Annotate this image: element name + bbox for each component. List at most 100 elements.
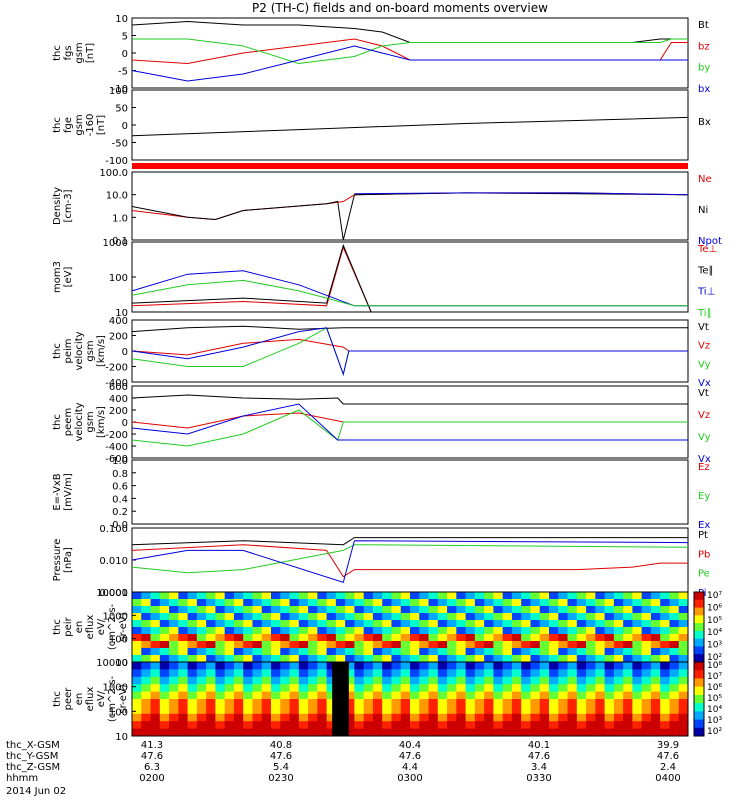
y-tick-label: 100 xyxy=(109,86,128,97)
y-axis-label: thc xyxy=(52,343,63,359)
spectrogram-cell xyxy=(650,706,661,715)
spectrogram-cell xyxy=(261,592,272,600)
spectrogram-cell xyxy=(400,620,411,628)
spectrogram-cell xyxy=(363,627,374,635)
spectrogram-cell xyxy=(613,648,624,656)
spectrogram-cell xyxy=(187,676,198,685)
spectrogram-cell xyxy=(326,613,337,621)
spectrogram-cell xyxy=(558,713,569,722)
series-line-Vx xyxy=(131,403,688,441)
spectrogram-cell xyxy=(539,613,550,621)
spectrogram-cell xyxy=(206,699,216,707)
spectrogram-cell xyxy=(169,606,179,614)
spectrogram-cell xyxy=(335,648,346,656)
colorbar-segment xyxy=(694,719,704,729)
spectrogram-cell xyxy=(382,684,392,693)
y-tick-label: 0 xyxy=(122,121,128,132)
y-tick-label: 10000 xyxy=(96,658,128,669)
spectrogram-cell xyxy=(150,728,161,737)
spectrogram-cell xyxy=(456,606,467,614)
spectrogram-cell xyxy=(530,669,541,678)
colorbar-segment xyxy=(694,607,704,616)
legend-Te⊥: Te⊥ xyxy=(697,244,717,255)
legend-Ne: Ne xyxy=(698,174,712,185)
spectrogram-cell xyxy=(669,669,680,678)
spectrogram-cell xyxy=(400,691,411,700)
y-tick-label: 10 xyxy=(115,14,128,25)
spectrogram-cell xyxy=(159,699,170,707)
spectrogram-cell xyxy=(456,613,467,621)
spectrogram-cell xyxy=(678,728,689,737)
spectrogram-cell xyxy=(465,706,476,715)
spectrogram-cell xyxy=(280,620,291,628)
spectrogram-cell xyxy=(595,662,606,670)
spectrogram-cell xyxy=(382,691,392,700)
spectrogram-cell xyxy=(363,676,374,685)
spectrogram-cell xyxy=(419,721,430,730)
spectrogram-cell xyxy=(623,669,633,678)
spectrogram-cell xyxy=(456,691,467,700)
spectrogram-cell xyxy=(391,592,402,600)
spectrogram-cell xyxy=(224,592,235,600)
spectrogram-cell xyxy=(410,620,420,628)
spectrogram-cell xyxy=(326,627,337,635)
spectrogram-cell xyxy=(354,699,365,707)
spectrogram-cell xyxy=(511,641,522,649)
colorbar-frame xyxy=(693,661,705,737)
spectrogram-cell xyxy=(419,706,430,715)
spectrogram-cell xyxy=(215,662,226,670)
spectrogram-cell xyxy=(447,669,457,678)
spectrogram-cell xyxy=(410,655,420,663)
spectrogram-cell xyxy=(354,599,365,607)
spectrogram-cell xyxy=(521,634,531,642)
spectrogram-cell xyxy=(243,662,253,670)
series-line-Pt xyxy=(131,537,688,546)
y-axis-label: gsm xyxy=(85,340,96,361)
spectrogram-cell xyxy=(419,613,430,621)
y-tick-label: -5 xyxy=(118,67,128,78)
spectrogram-cell xyxy=(298,721,309,730)
spectrogram-cell xyxy=(345,669,355,678)
spectrogram-cell xyxy=(484,676,494,685)
spectrogram-cell xyxy=(595,599,606,607)
spectrogram-cell xyxy=(437,662,448,670)
spectrogram-cell xyxy=(215,684,226,693)
spectrogram-cell xyxy=(317,627,328,635)
spectrogram-cell xyxy=(595,706,606,715)
spectrogram-cell xyxy=(669,676,680,685)
legend-Vz: Vz xyxy=(698,410,710,421)
spectrogram-cell xyxy=(159,676,170,685)
spectrogram-cell xyxy=(261,691,272,700)
spectrogram-cell xyxy=(474,613,485,621)
spectrogram-cell xyxy=(521,620,531,628)
spectrogram-cell xyxy=(298,669,309,678)
spectrogram-cell xyxy=(169,691,179,700)
spectrogram-cell xyxy=(669,713,680,722)
spectrogram-cell xyxy=(586,676,596,685)
spectrogram-cell xyxy=(419,620,430,628)
spectrogram-cell xyxy=(243,641,253,649)
spectrogram-cell xyxy=(233,641,244,649)
series-line-Te∥ xyxy=(131,243,688,313)
spectrogram-cell xyxy=(595,669,606,678)
y-axis-label: [eV] xyxy=(63,267,74,288)
spectrogram-cell xyxy=(484,669,494,678)
spectrogram-cell xyxy=(613,684,624,693)
spectrogram-cell xyxy=(233,691,244,700)
spectrogram-cell xyxy=(539,620,550,628)
spectrogram-cell xyxy=(576,684,587,693)
spectrogram-cell xyxy=(641,648,652,656)
spectrogram-cell xyxy=(400,721,411,730)
spectrogram-cell xyxy=(567,662,578,670)
spectrogram-cell xyxy=(169,728,179,737)
spectrogram-cell xyxy=(539,606,550,614)
spectrogram-cell xyxy=(233,699,244,707)
spectrogram-cell xyxy=(391,691,402,700)
spectrogram-cell xyxy=(576,592,587,600)
spectrogram-cell xyxy=(502,613,513,621)
spectrogram-cell xyxy=(604,691,615,700)
spectrogram-cell xyxy=(178,634,189,642)
spectrogram-cell xyxy=(465,606,476,614)
spectrogram-cell xyxy=(326,620,337,628)
